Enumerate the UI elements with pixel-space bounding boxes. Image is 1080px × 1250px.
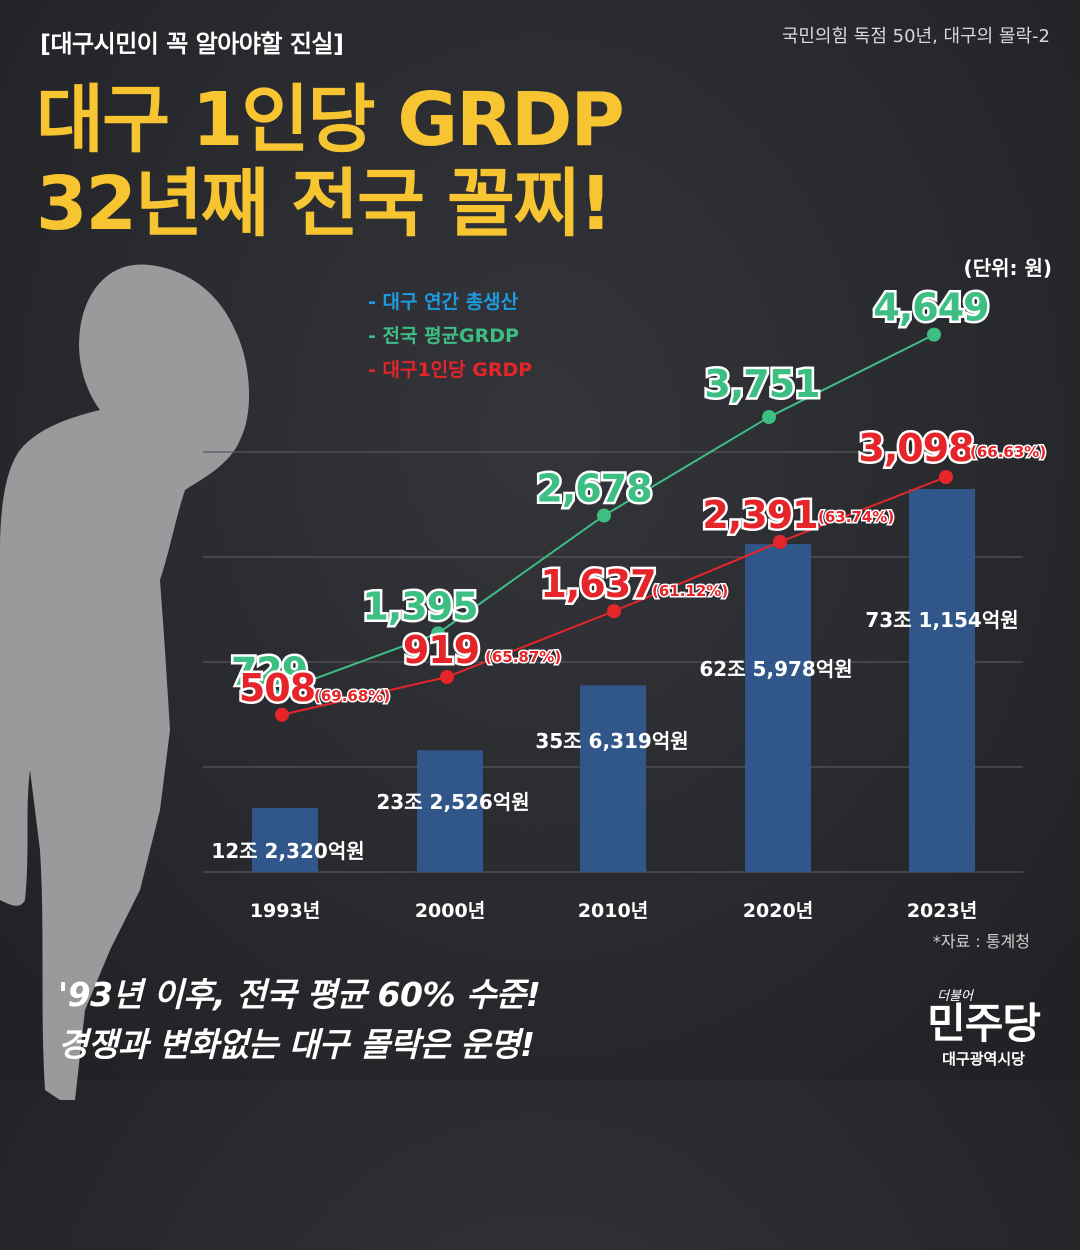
headline-line-1: 대구 1인당 GRDP	[36, 77, 625, 163]
daegu-value-label: 1,637	[540, 562, 655, 606]
national-value-label: 729	[231, 649, 307, 693]
x-tick-label: 2023년	[907, 900, 977, 922]
bar-value-label: 73조 1,154억원	[865, 608, 1018, 632]
x-tick-label: 1993년	[250, 900, 320, 922]
chart: 12조 2,320억원 23조 2,526억원 35조 6,319억원 62조 5,9…	[203, 285, 1047, 922]
national-point	[597, 508, 611, 523]
hashtag-label: [대구시민이 꼭 알아야할 진실]	[40, 30, 344, 58]
party-logo: 더불어 민주당 대구광역시당	[927, 985, 1041, 1069]
bar	[909, 489, 975, 872]
person-silhouette	[0, 264, 250, 1100]
daegu-value-label: 3,098	[858, 426, 973, 470]
daegu-point	[275, 707, 289, 722]
national-point	[927, 327, 941, 342]
national-value-label: 2,678	[536, 467, 651, 511]
daegu-point	[939, 470, 953, 485]
daegu-ratio-label: (66.63%)	[970, 443, 1046, 461]
daegu-value-label: 2,391	[702, 493, 817, 537]
logo-main-text: 민주당	[927, 999, 1041, 1048]
bar	[417, 750, 483, 872]
series-title: 국민의힘 독점 50년, 대구의 몰락-2	[781, 26, 1050, 47]
national-point	[265, 687, 279, 702]
bar	[252, 807, 318, 872]
national-point	[431, 626, 445, 641]
source-note: *자료 : 통계청	[932, 932, 1030, 951]
footer-line-1: '93년 이후, 전국 평균 60% 수준!	[58, 975, 541, 1014]
daegu-ratio-label: (61.12%)	[652, 582, 728, 600]
bar-value-label: 62조 5,978억원	[699, 657, 852, 681]
bar-value-label: 12조 2,320억원	[211, 839, 364, 863]
national-value-label: 3,751	[704, 362, 819, 406]
bar	[745, 544, 811, 872]
daegu-point	[607, 604, 621, 619]
bar	[580, 685, 646, 872]
logo-small-text: 더불어	[937, 989, 973, 1004]
bar-value-label: 23조 2,526억원	[376, 790, 529, 814]
chart-legend: - 대구 연간 총생산 - 전국 평균GRDP - 대구1인당 GRDP	[368, 285, 532, 387]
legend-item-national: - 전국 평균GRDP	[368, 325, 519, 347]
legend-item-bar: - 대구 연간 총생산	[368, 291, 519, 313]
national-value-label: 1,395	[362, 584, 477, 628]
daegu-value-label: 508	[239, 666, 315, 710]
daegu-ratio-label: (63.74%)	[818, 508, 894, 526]
x-tick-label: 2000년	[415, 900, 485, 922]
bar-value-label: 35조 6,319억원	[535, 729, 688, 753]
daegu-point	[773, 534, 787, 549]
logo-sub-text: 대구광역시당	[942, 1050, 1025, 1068]
x-tick-label: 2020년	[743, 900, 813, 922]
unit-label: (단위: 원)	[963, 256, 1052, 280]
footer-line-2: 경쟁과 변화없는 대구 몰락은 운명!	[58, 1025, 535, 1064]
legend-item-daegu: - 대구1인당 GRDP	[368, 359, 533, 381]
daegu-value-label: 919	[403, 628, 479, 672]
daegu-ratio-label: (65.87%)	[485, 648, 561, 666]
national-value-label: 4,649	[873, 286, 988, 330]
page-title: 대구 1인당 GRDP 32년째 전국 꼴찌!	[36, 77, 625, 247]
national-point	[762, 410, 776, 425]
headline-line-2: 32년째 전국 꼴찌!	[36, 161, 613, 247]
daegu-ratio-label: (69.68%)	[314, 687, 390, 705]
x-tick-label: 2010년	[578, 900, 648, 922]
daegu-point	[440, 670, 454, 685]
